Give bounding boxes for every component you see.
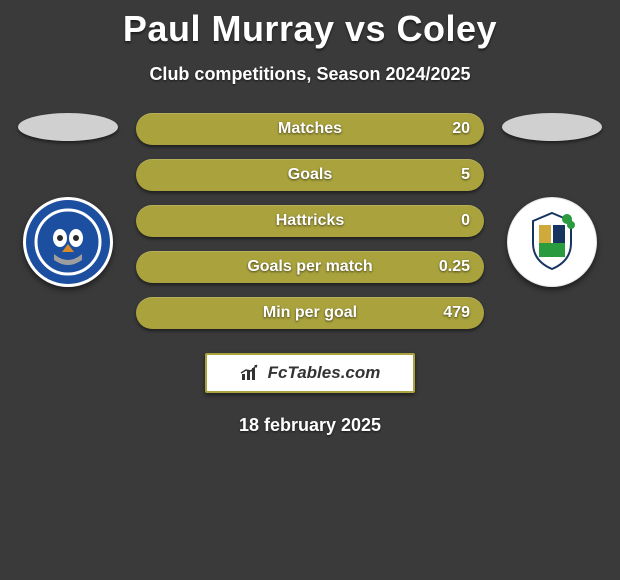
stat-value: 5 bbox=[430, 166, 470, 184]
stat-label: Matches bbox=[190, 120, 430, 138]
chart-icon bbox=[240, 364, 262, 382]
comparison-card: Paul Murray vs Coley Club competitions, … bbox=[0, 0, 620, 580]
date-text: 18 february 2025 bbox=[0, 415, 620, 436]
stat-value: 0.25 bbox=[430, 258, 470, 276]
stat-label: Goals per match bbox=[190, 258, 430, 276]
left-column bbox=[18, 113, 118, 287]
stat-bar-goals: Goals 5 bbox=[136, 159, 484, 191]
player-silhouette-left bbox=[18, 113, 118, 141]
stat-bar-mpg: Min per goal 479 bbox=[136, 297, 484, 329]
branding-link[interactable]: FcTables.com bbox=[205, 353, 415, 393]
stat-label: Hattricks bbox=[190, 212, 430, 230]
stat-value: 20 bbox=[430, 120, 470, 138]
owl-crest-icon bbox=[34, 208, 102, 276]
player-silhouette-right bbox=[502, 113, 602, 141]
right-column bbox=[502, 113, 602, 287]
stat-bars: Matches 20 Goals 5 Hattricks 0 Goals per… bbox=[136, 113, 484, 329]
subtitle: Club competitions, Season 2024/2025 bbox=[0, 64, 620, 85]
content-row: Matches 20 Goals 5 Hattricks 0 Goals per… bbox=[0, 113, 620, 329]
club-badge-left bbox=[23, 197, 113, 287]
stat-value: 479 bbox=[430, 304, 470, 322]
stat-bar-matches: Matches 20 bbox=[136, 113, 484, 145]
shield-crest-icon bbox=[517, 207, 587, 277]
stat-label: Goals bbox=[190, 166, 430, 184]
stat-bar-gpm: Goals per match 0.25 bbox=[136, 251, 484, 283]
club-badge-right bbox=[507, 197, 597, 287]
branding-text: FcTables.com bbox=[268, 363, 381, 383]
stat-label: Min per goal bbox=[190, 304, 430, 322]
stat-value: 0 bbox=[430, 212, 470, 230]
stat-bar-hattricks: Hattricks 0 bbox=[136, 205, 484, 237]
page-title: Paul Murray vs Coley bbox=[0, 0, 620, 50]
